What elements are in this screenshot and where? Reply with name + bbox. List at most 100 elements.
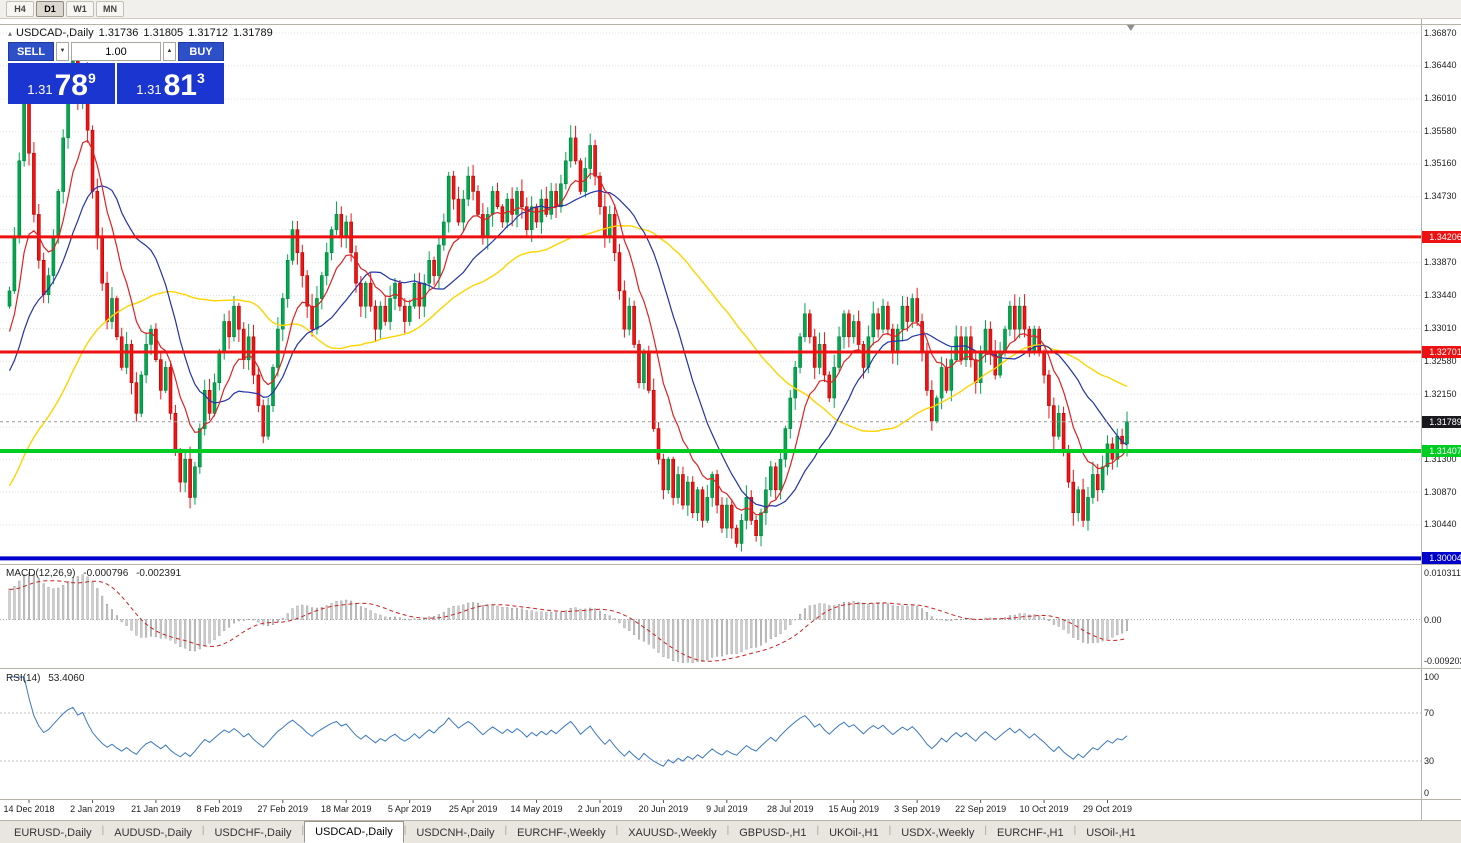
tab-separator: | <box>888 825 892 836</box>
sell-price-big-digits: 78 <box>54 69 88 102</box>
date-tick-label: 29 Oct 2019 <box>1082 804 1133 814</box>
candles-layer <box>7 50 1129 552</box>
tab-separator: | <box>726 825 730 836</box>
sell-button[interactable]: SELL <box>8 42 54 61</box>
date-tick-label: 21 Jan 2019 <box>131 804 181 814</box>
ohlc-high: 1.31805 <box>143 27 184 39</box>
date-tick-label: 9 Jul 2019 <box>706 804 748 814</box>
date-tick-label: 20 Jun 2019 <box>638 804 689 814</box>
tab-usdx-weekly[interactable]: USDX-,Weekly <box>901 827 975 839</box>
macd-main-value: -0.000796 <box>83 568 129 579</box>
collapse-panel-icon[interactable]: ▴ <box>8 28 13 38</box>
rsi-scale-label: 70 <box>1424 708 1435 718</box>
tab-audusd-daily[interactable]: AUDUSD-,Daily <box>114 827 192 839</box>
tab-usdcnh-daily[interactable]: USDCNH-,Daily <box>416 827 495 839</box>
horizontal-level-lines[interactable] <box>0 235 1421 561</box>
level-price-badge: 1.30004 <box>1422 552 1461 565</box>
tab-separator: | <box>504 825 508 836</box>
period-button-w1[interactable]: W1 <box>66 1 94 17</box>
period-button-d1[interactable]: D1 <box>36 1 64 17</box>
date-tick-label: 5 Apr 2019 <box>387 804 432 814</box>
tab-eurusd-daily[interactable]: EURUSD-,Daily <box>14 827 92 839</box>
tab-usdchf-daily[interactable]: USDCHF-,Daily <box>214 827 292 839</box>
sell-price-prefix: 1.31 <box>27 82 53 97</box>
sell-price-box[interactable]: 1.31 78 9 <box>8 63 115 104</box>
ohlc-open: 1.31736 <box>98 27 139 39</box>
date-tick-label: 8 Feb 2019 <box>196 804 243 814</box>
date-tick-label: 2 Jun 2019 <box>577 804 623 814</box>
price-tick-label: 1.33870 <box>1424 257 1457 268</box>
ma-slow-line <box>8 224 1128 487</box>
macd-scale-label: -0.009203 <box>1424 656 1461 666</box>
tab-separator: | <box>615 825 619 836</box>
date-tick-label: 22 Sep 2019 <box>955 804 1007 814</box>
tab-separator: | <box>816 825 820 836</box>
tab-separator: | <box>1073 825 1077 836</box>
date-tick-label: 25 Apr 2019 <box>448 804 498 814</box>
period-button-mn[interactable]: MN <box>96 1 124 17</box>
symbol-period-label: USDCAD-,Daily <box>16 27 94 39</box>
date-tick-label: 28 Jul 2019 <box>767 804 814 814</box>
tab-separator: | <box>984 825 987 836</box>
tab-eurchf-h1[interactable]: EURCHF-,H1 <box>996 827 1064 839</box>
level-price-badge: 1.32701 <box>1422 346 1461 358</box>
price-axis[interactable] <box>1421 24 1461 800</box>
tab-usdcad-daily[interactable]: USDCAD-,Daily <box>304 821 404 843</box>
tab-separator: | <box>201 825 205 836</box>
chart-shift-marker-icon[interactable] <box>1126 25 1135 31</box>
tab-gbpusd-h1[interactable]: GBPUSD-,H1 <box>739 827 807 839</box>
timeframe-toolbar: H4 D1 W1 MN <box>0 0 1461 19</box>
sell-price-pip-digit: 9 <box>87 70 96 86</box>
buy-price-prefix: 1.31 <box>136 82 162 97</box>
price-tick-label: 1.32150 <box>1424 388 1457 399</box>
volume-increase-icon[interactable]: ▲ <box>163 42 176 61</box>
price-tick-label: 1.34730 <box>1424 191 1457 202</box>
volume-decrease-icon[interactable]: ▼ <box>56 42 69 61</box>
tab-eurchf-weekly[interactable]: EURCHF-,Weekly <box>517 827 606 839</box>
buy-price-big-digits: 81 <box>163 69 197 102</box>
price-tick-label: 1.36870 <box>1424 27 1457 38</box>
date-tick-label: 27 Feb 2019 <box>257 804 309 814</box>
macd-scale-label: 0.00 <box>1424 615 1442 625</box>
date-tick-label: 2 Jan 2019 <box>70 804 115 814</box>
date-tick-label: 18 Mar 2019 <box>320 804 372 814</box>
chart-title: ▴ USDCAD-,Daily 1.31736 1.31805 1.31712 … <box>8 27 273 39</box>
period-button-h4[interactable]: H4 <box>6 1 34 17</box>
price-tick-label: 1.33010 <box>1424 322 1457 333</box>
tab-usoil-h1[interactable]: USOil-,H1 <box>1086 827 1136 839</box>
chart-tab-bar: EURUSD-,Daily | AUDUSD-,Daily | USDCHF-,Dail… <box>0 820 1461 843</box>
price-tick-label: 1.32580 <box>1424 355 1457 366</box>
buy-price-box[interactable]: 1.31 81 3 <box>117 63 224 104</box>
rsi-scale-label: 100 <box>1424 672 1440 682</box>
rsi-name: RSI(14) <box>6 673 41 684</box>
tab-ukoil-h1[interactable]: UKOil-,H1 <box>829 827 879 839</box>
ohlc-close: 1.31789 <box>232 27 273 39</box>
time-axis[interactable]: 14 Dec 2018 2 Jan 2019 21 Jan 2019 8 Feb 20… <box>0 800 1421 820</box>
buy-price-pip-digit: 3 <box>196 70 205 86</box>
macd-indicator-label: MACD(12,26,9) -0.000796 -0.002391 <box>6 568 186 579</box>
ohlc-low: 1.31712 <box>188 27 228 39</box>
level-price-badge: 1.31407 <box>1422 445 1461 457</box>
volume-input[interactable] <box>71 42 161 61</box>
tab-xauusd-weekly[interactable]: XAUUSD-,Weekly <box>628 827 717 839</box>
buy-button[interactable]: BUY <box>178 42 224 61</box>
rsi-indicator-label: RSI(14) 53.4060 <box>6 673 89 684</box>
macd-scale-label: 0.010311 <box>1424 568 1461 578</box>
one-click-trading-panel: SELL ▼ ▲ BUY 1.31 78 9 1.31 81 3 <box>8 42 224 104</box>
ma-fast-line <box>8 139 1128 516</box>
current-price-badge: 1.31789 <box>1422 415 1461 428</box>
date-tick-label: 15 Aug 2019 <box>828 804 880 814</box>
tab-separator: | <box>101 825 105 836</box>
macd-name: MACD(12,26,9) <box>6 568 76 579</box>
time-axis-ticks <box>28 800 1108 803</box>
price-tick-label: 1.35160 <box>1424 158 1457 169</box>
price-tick-label: 1.33440 <box>1424 289 1457 300</box>
level-price-badge: 1.34206 <box>1422 230 1461 243</box>
price-tick-label: 1.36010 <box>1424 93 1457 104</box>
rsi-scale-label: 0 <box>1424 788 1430 798</box>
tab-separator: | <box>301 825 305 836</box>
ma-mid-line <box>8 185 1128 508</box>
macd-pane <box>0 572 1421 663</box>
